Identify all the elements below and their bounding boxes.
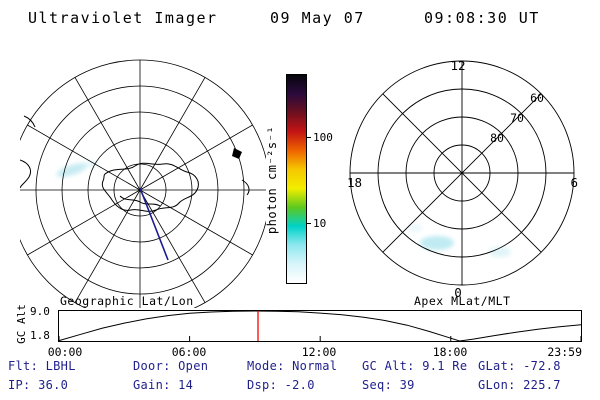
coastlines [20, 115, 250, 212]
colorbar-tick-10 [307, 223, 311, 224]
timeline-frame [58, 310, 582, 342]
status-ip: IP: 36.0 [8, 378, 69, 392]
orbit-track-line [139, 187, 169, 261]
apex-polar-plot: 12 18 6 0 60 70 80 [347, 58, 578, 300]
image-date: 09 May 07 [270, 9, 365, 27]
geo-panel-caption: Geographic Lat/Lon [60, 294, 194, 308]
timeline-xtick-1800: 18:00 [432, 345, 468, 359]
gcalt-curve [58, 310, 582, 342]
mlat-label-60: 60 [530, 91, 544, 105]
status-mode: Mode: Normal [247, 359, 338, 373]
image-time: 09:08:30 UT [424, 9, 540, 27]
timeline-xtick-0000: 00:00 [47, 345, 83, 359]
timeline-axis-ticks [58, 336, 582, 341]
status-glat: GLat: -72.8 [478, 359, 561, 373]
intensity-colorbar [286, 74, 307, 284]
gcalt-timeline-chart [58, 310, 582, 342]
status-gcalt: GC Alt: 9.1 Re [362, 359, 468, 373]
mlat-label-70: 70 [510, 111, 524, 125]
timeline-xtick-2359: 23:59 [547, 345, 582, 359]
status-dsp: Dsp: -2.0 [247, 378, 315, 392]
aurora-emission-apex [408, 224, 511, 257]
mlt-label-6: 6 [570, 175, 578, 190]
apex-panel-caption: Apex MLat/MLT [414, 294, 511, 308]
status-flt: Flt: LBHL [8, 359, 76, 373]
mlt-label-12: 12 [450, 58, 465, 73]
colorbar-unit-label: photon cm⁻²s⁻¹ [265, 125, 279, 235]
mlat-mlt-grid [349, 60, 575, 286]
status-gain: Gain: 14 [133, 378, 194, 392]
island [232, 148, 242, 159]
colorbar-tick-100 [307, 137, 311, 138]
status-glon: GLon: 225.7 [478, 378, 561, 392]
timeline-ytick-bottom: 1.8 [30, 329, 50, 342]
mlt-label-0: 0 [454, 285, 462, 300]
timeline-xtick-0600: 06:00 [171, 345, 207, 359]
status-seq: Seq: 39 [362, 378, 415, 392]
geographic-polar-map [20, 59, 266, 308]
colorbar-label-10: 10 [313, 217, 327, 230]
mlt-label-18: 18 [347, 175, 362, 190]
aurora-emission-geo [56, 161, 98, 177]
latlon-grid [20, 59, 266, 308]
timeline-xtick-1200: 12:00 [301, 345, 337, 359]
timeline-ylabel: GC Alt [15, 304, 28, 344]
app-title: Ultraviolet Imager [28, 9, 218, 27]
status-door: Door: Open [133, 359, 209, 373]
colorbar-label-100: 100 [313, 131, 333, 144]
timeline-ytick-top: 9.0 [30, 305, 50, 318]
mlat-label-80: 80 [490, 131, 504, 145]
